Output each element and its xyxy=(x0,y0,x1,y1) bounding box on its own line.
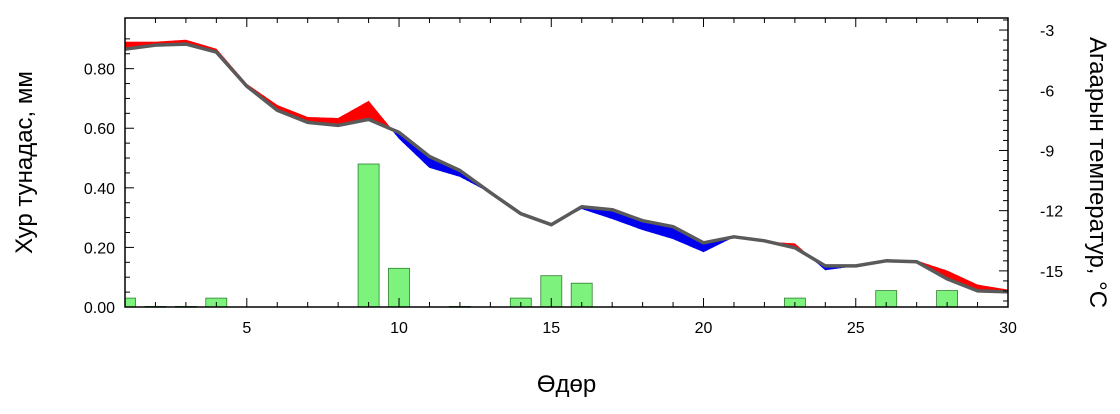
temperature-line-group xyxy=(124,42,1009,294)
temperature-line xyxy=(124,42,1009,294)
axis-ticks xyxy=(124,18,1009,308)
precipitation-bar xyxy=(124,297,136,308)
temperature-anomaly-fills xyxy=(124,39,1009,293)
y-right-axis-title: Агаарын температур, °C xyxy=(1084,37,1111,308)
plot-frame xyxy=(124,17,1009,308)
x-tick-label: 15 xyxy=(542,320,560,337)
y-right-tick-label: -3 xyxy=(1040,23,1054,40)
y-left-tick-label: 0.60 xyxy=(84,121,115,138)
precipitation-bar xyxy=(357,163,380,308)
y-left-tick-label: 0.20 xyxy=(84,240,115,257)
precipitation-bars xyxy=(124,163,958,308)
y-right-tick-label: -15 xyxy=(1040,264,1063,281)
x-tick-label: 20 xyxy=(695,320,713,337)
x-axis-title: Өдөр xyxy=(537,371,596,398)
x-tick-label: 5 xyxy=(242,320,251,337)
tick-labels: 5 10 15 20 25 30 0.00 0.20 0.40 0.60 0.80 -3 -6 -9 -12… xyxy=(84,23,1063,337)
x-tick-label: 25 xyxy=(847,320,865,337)
y-left-axis-title: Хур тунадас, мм xyxy=(11,71,38,254)
y-right-tick-label: -6 xyxy=(1040,83,1054,100)
y-right-tick-label: -12 xyxy=(1040,204,1063,221)
y-left-tick-label: 0.80 xyxy=(84,62,115,79)
x-tick-label: 30 xyxy=(999,320,1017,337)
y-left-tick-label: 0.40 xyxy=(84,181,115,198)
x-tick-label: 10 xyxy=(390,320,408,337)
y-left-tick-label: 0.00 xyxy=(84,300,115,317)
y-right-tick-label: -9 xyxy=(1040,143,1054,160)
